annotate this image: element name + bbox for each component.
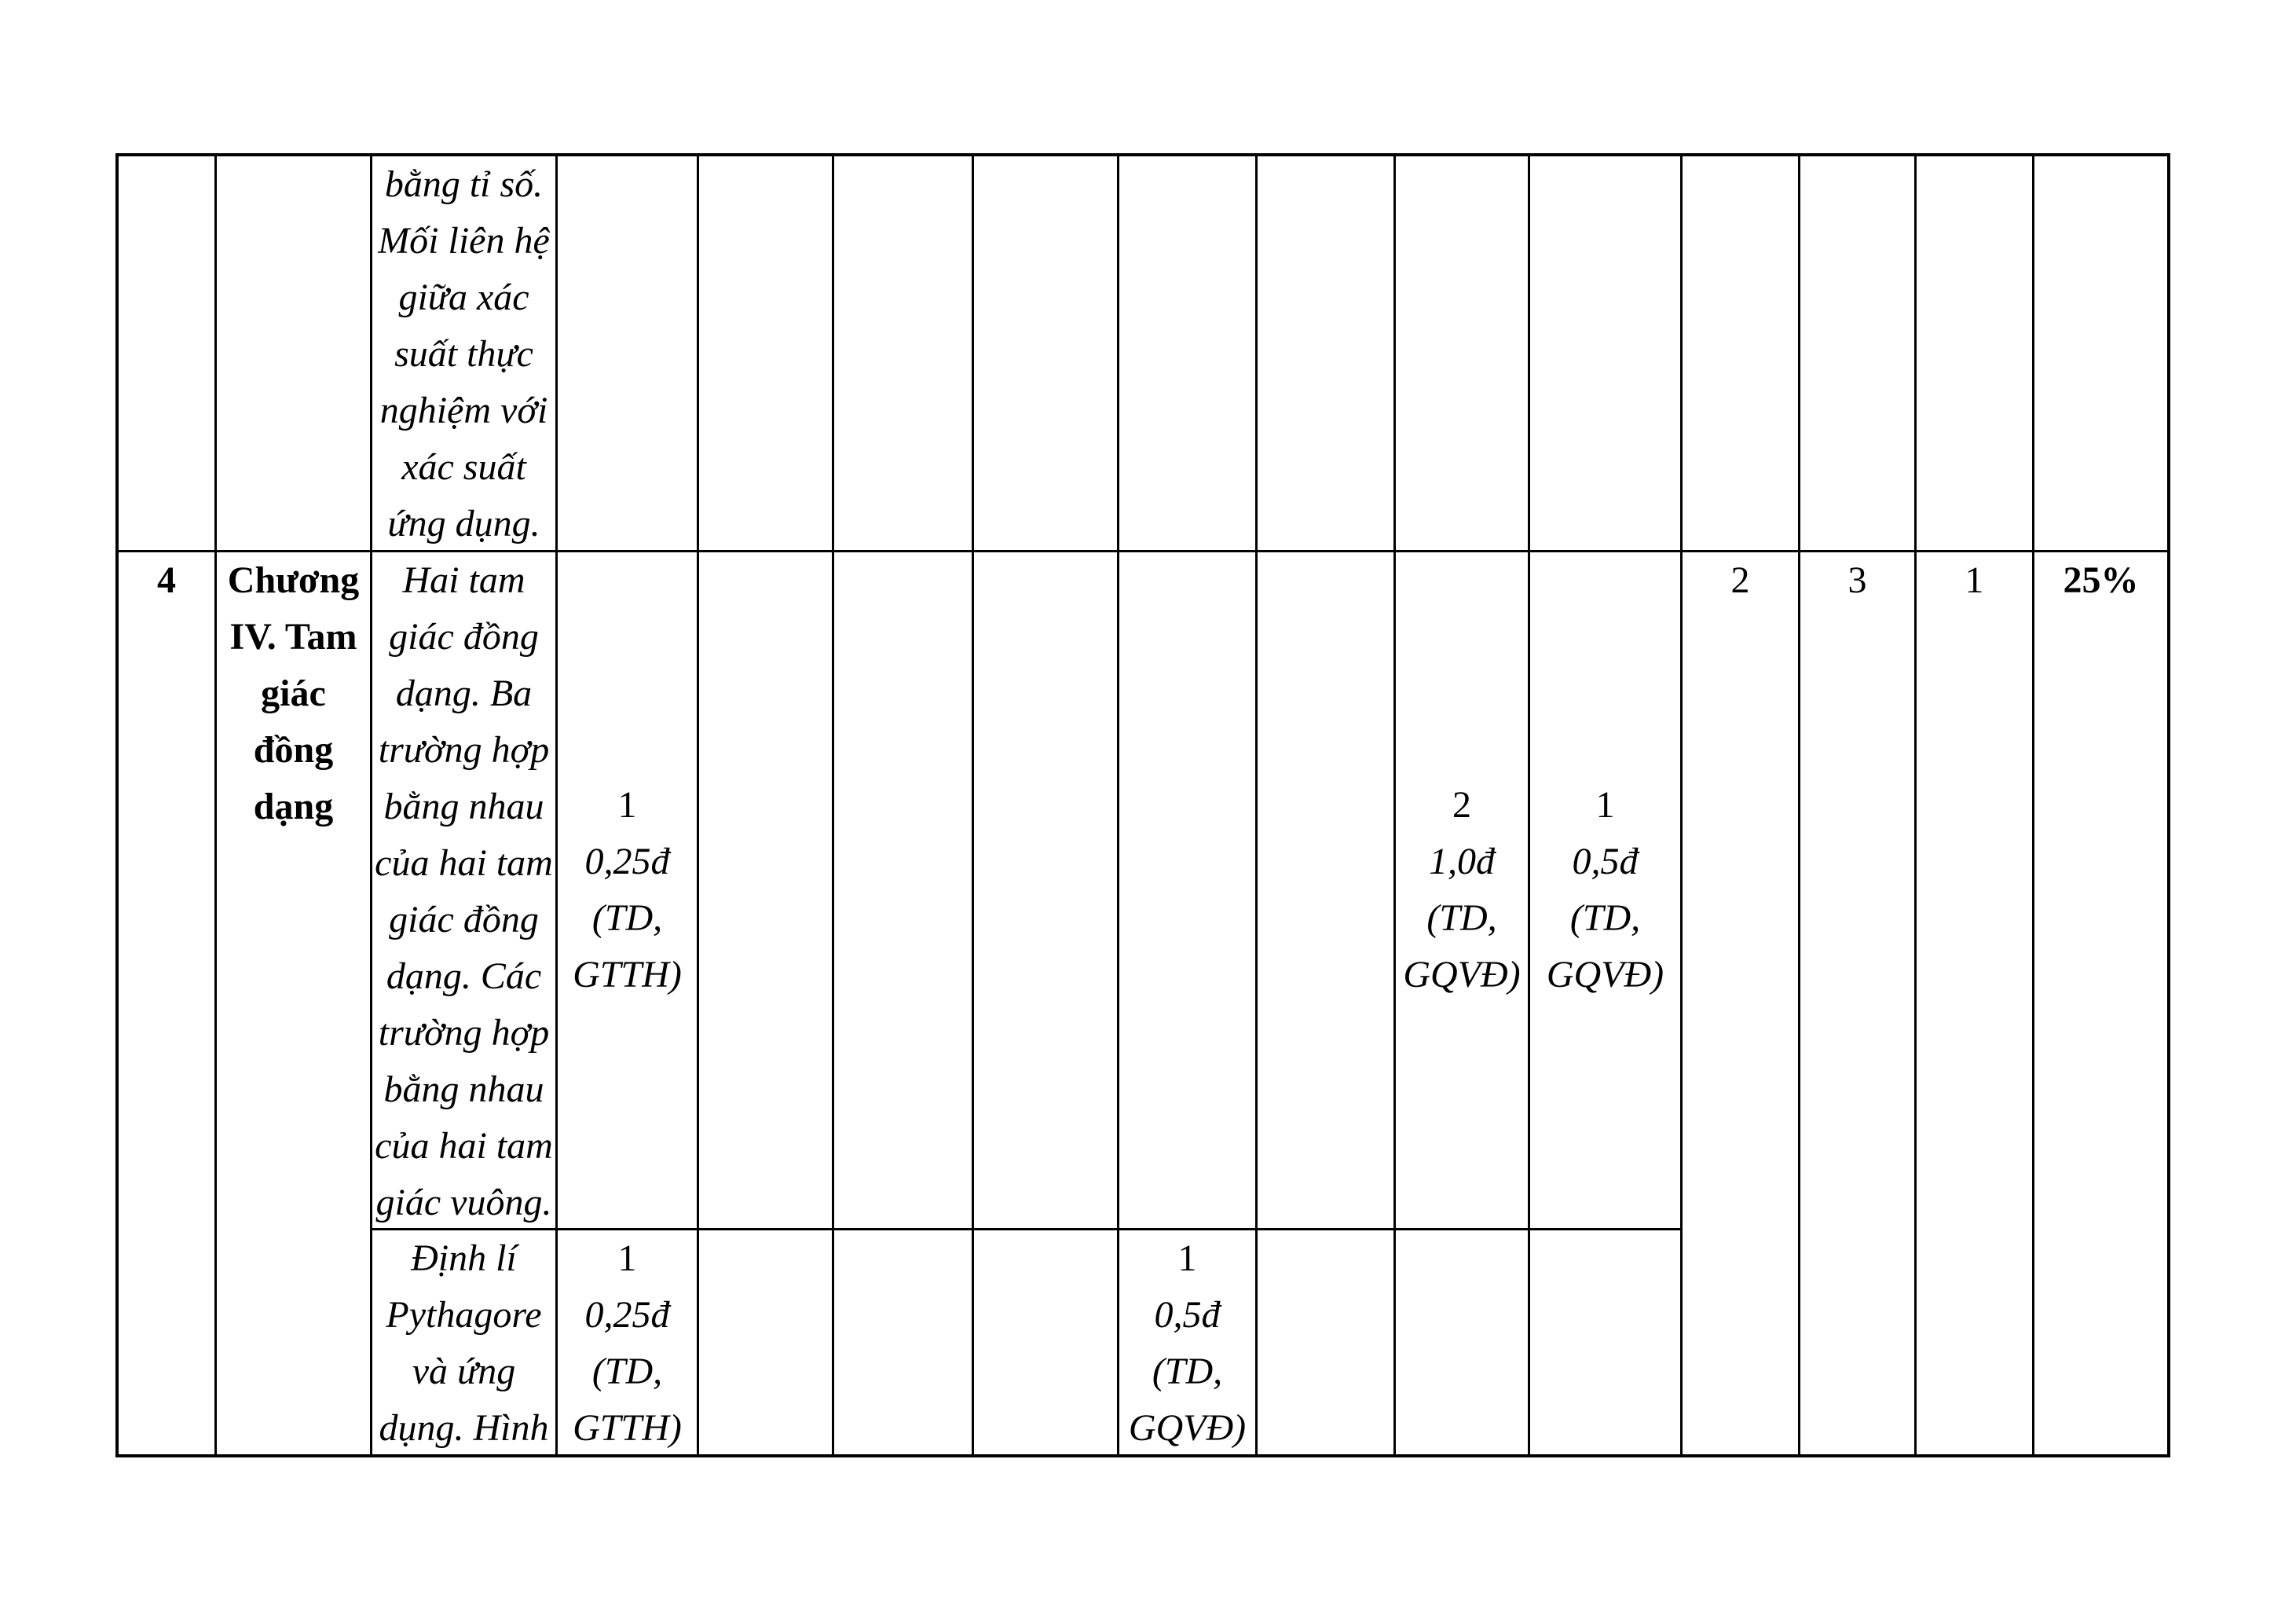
score-detail: 0,5đ (TD, GQVĐ)	[1128, 1294, 1247, 1449]
score-cell-sub2-col8: 1 0,5đ (TD, GQVĐ)	[1119, 1230, 1255, 1454]
score-count: 1	[617, 1237, 637, 1279]
score-cell-sub1-col10: 2 1,0đ (TD, GQVĐ)	[1396, 552, 1528, 1228]
empty-cell	[834, 1230, 972, 1454]
empty-cell	[699, 1230, 832, 1454]
empty-cell	[1800, 156, 1914, 550]
topic-cell-pythagore: Định lí Pythagore và ứng dụng. Hình	[372, 1230, 555, 1454]
empty-cell	[1530, 1230, 1680, 1454]
empty-cell	[974, 552, 1117, 1228]
score-detail: 1,0đ (TD, GQVĐ)	[1403, 841, 1521, 995]
empty-cell	[558, 156, 697, 550]
score-cell-sub2-col4: 1 0,25đ (TD, GTTH)	[558, 1230, 697, 1454]
score-count: 1	[1177, 1237, 1197, 1279]
empty-cell	[217, 156, 370, 550]
percent-cell: 25%	[2034, 552, 2167, 1454]
exam-matrix-table: bằng tỉ số. Mối liên hệ giữa xác suất th…	[115, 153, 2170, 1457]
total-cell-col14: 1	[1917, 552, 2032, 1454]
empty-cell	[1119, 552, 1255, 1228]
chapter-cell: Chương IV. Tam giác đồng dạng	[217, 552, 370, 1454]
total-cell-col13: 3	[1800, 552, 1914, 1454]
empty-cell	[1258, 1230, 1393, 1454]
empty-cell	[834, 156, 972, 550]
empty-cell	[119, 156, 214, 550]
empty-cell	[699, 156, 832, 550]
empty-cell	[1258, 552, 1393, 1228]
empty-cell	[834, 552, 972, 1228]
empty-cell	[1530, 156, 1680, 550]
empty-cell	[974, 156, 1117, 550]
empty-cell	[1258, 156, 1393, 550]
topic-cell-similar-triangles: Hai tam giác đồng dạng. Ba trường hợp bằ…	[372, 552, 555, 1228]
empty-cell	[974, 1230, 1117, 1454]
score-cell-sub1-col11: 1 0,5đ (TD, GQVĐ)	[1530, 552, 1680, 1228]
score-detail: 0,5đ (TD, GQVĐ)	[1546, 841, 1664, 995]
score-count: 1	[1595, 784, 1615, 826]
score-detail: 0,25đ (TD, GTTH)	[573, 841, 682, 995]
empty-cell	[1396, 1230, 1528, 1454]
topic-cell-probability: bằng tỉ số. Mối liên hệ giữa xác suất th…	[372, 156, 555, 550]
empty-cell	[1396, 156, 1528, 550]
empty-cell	[1683, 156, 1798, 550]
empty-cell	[699, 552, 832, 1228]
score-detail: 0,25đ (TD, GTTH)	[573, 1294, 682, 1449]
empty-cell	[1119, 156, 1255, 550]
score-count: 2	[1452, 784, 1471, 826]
score-cell-sub1-col4: 1 0,25đ (TD, GTTH)	[558, 552, 697, 1228]
stt-cell: 4	[119, 552, 214, 1454]
score-count: 1	[617, 784, 637, 826]
empty-cell	[1917, 156, 2032, 550]
empty-cell	[2034, 156, 2167, 550]
total-cell-col12: 2	[1683, 552, 1798, 1454]
